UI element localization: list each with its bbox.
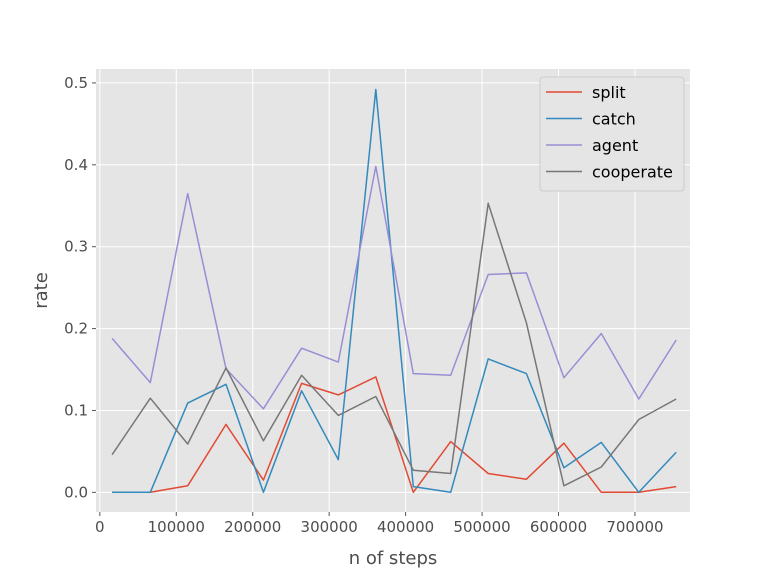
y-axis-label: rate	[31, 272, 52, 309]
x-tick-label: 400000	[377, 518, 434, 536]
x-tick-label: 700000	[606, 518, 663, 536]
x-tick-label: 0	[95, 518, 105, 536]
y-tick-label: 0.3	[64, 238, 88, 256]
x-tick-label: 100000	[148, 518, 205, 536]
y-tick-label: 0.2	[64, 320, 88, 338]
legend-label-split: split	[592, 83, 626, 102]
legend-label-catch: catch	[592, 110, 636, 129]
legend-label-cooperate: cooperate	[592, 163, 673, 182]
y-axis-ticks: 0.0 0.1 0.2 0.3 0.4 0.5	[64, 74, 96, 501]
legend-box	[539, 76, 685, 192]
x-tick-label: 500000	[453, 518, 510, 536]
series-line-catch	[112, 88, 677, 494]
x-tick-label: 200000	[224, 518, 281, 536]
x-axis-label: n of steps	[349, 548, 438, 569]
series-line-agent	[111, 165, 677, 410]
y-tick-label: 0.0	[64, 483, 88, 501]
y-tick-label: 0.5	[64, 74, 88, 92]
legend: split catch agent cooperate	[539, 76, 685, 192]
series-lines	[111, 88, 677, 494]
legend-label-agent: agent	[592, 136, 638, 155]
y-tick-label: 0.4	[64, 156, 88, 174]
x-axis-ticks: 0 100000 200000 300000 400000 500000 600000 700…	[95, 512, 664, 536]
x-tick-label: 600000	[530, 518, 587, 536]
y-tick-label: 0.1	[64, 401, 88, 419]
series-line-cooperate	[111, 202, 677, 487]
x-tick-label: 300000	[301, 518, 358, 536]
